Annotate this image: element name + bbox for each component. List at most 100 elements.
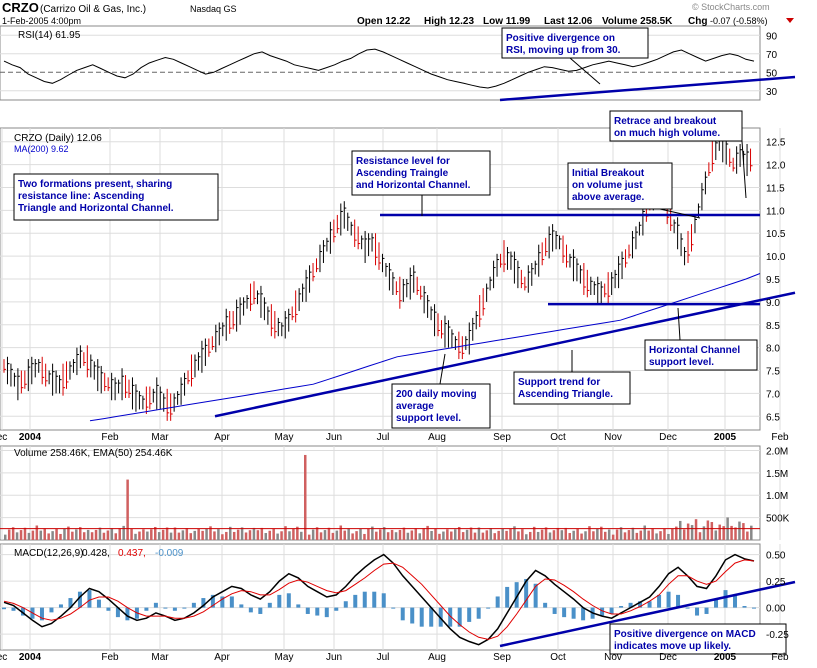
- volume-bar: [217, 529, 220, 540]
- macd-histogram-bar: [400, 607, 405, 621]
- breakout-annotation-text: above average.: [572, 192, 644, 203]
- breakout-pointer: [659, 208, 701, 219]
- macd-histogram-bar: [704, 607, 709, 614]
- month-tick-label: Jun: [326, 432, 342, 443]
- macd-histogram-bar: [486, 607, 491, 609]
- macd-histogram-bar: [429, 607, 434, 627]
- rsi-divergence-annotation-box: [501, 27, 649, 59]
- rsi-tick-label: 70: [766, 50, 778, 61]
- last-value: Last 12.06: [544, 16, 593, 27]
- macd-histogram-bar: [296, 604, 301, 608]
- macd-histogram-bar: [20, 607, 25, 616]
- month-tick-label: Nov: [604, 652, 622, 663]
- volume-bar: [173, 527, 177, 540]
- macd-histogram-bar: [628, 602, 633, 608]
- volume-bar: [734, 527, 737, 540]
- volume-bar: [260, 527, 264, 540]
- macd-histogram-bar: [733, 594, 738, 608]
- volume-bar: [544, 527, 548, 540]
- volume-bar: [446, 529, 449, 540]
- macd-histogram-bar: [106, 607, 111, 611]
- volume-bar: [386, 532, 390, 540]
- month-tick-label: ec: [0, 432, 7, 443]
- volume-bar: [284, 526, 287, 540]
- volume-bar: [556, 527, 560, 540]
- volume-bar: [694, 519, 698, 540]
- ma200-annotation-text: average: [396, 401, 434, 412]
- macd-histogram-bar: [153, 602, 158, 608]
- quote-date: 1-Feb-2005 4:00pm: [2, 16, 81, 26]
- volume-bar: [225, 531, 228, 540]
- volume-bar: [102, 532, 106, 540]
- volume-bar: [643, 525, 646, 540]
- vol-tick-label: 1.5M: [766, 469, 788, 480]
- ma200-annotation-text: 200 daily moving: [396, 389, 477, 400]
- volume-value: Volume 258.5K: [602, 16, 673, 27]
- volume-bar: [746, 531, 749, 540]
- volume-bar: [675, 526, 678, 540]
- volume-bar: [564, 527, 568, 540]
- volume-bar: [639, 530, 643, 540]
- ticker-symbol: CRZO: [2, 0, 39, 15]
- volume-bar: [706, 520, 710, 540]
- exchange-label: Nasdaq GS: [190, 4, 237, 14]
- ma200-line: [89, 273, 761, 422]
- volume-bar: [300, 531, 303, 540]
- price-tick-label: 11.0: [766, 206, 785, 217]
- macd-histogram-bar: [2, 607, 6, 610]
- macd-histogram-bar: [229, 596, 234, 608]
- month-tick-label: Nov: [604, 432, 622, 443]
- volume-bar: [536, 531, 540, 540]
- macd-histogram-bar: [144, 607, 149, 611]
- macd-histogram-bar: [77, 591, 82, 608]
- volume-bar: [280, 531, 283, 540]
- panel-vol: [0, 445, 761, 541]
- volume-bar: [157, 532, 161, 540]
- volume-bar: [276, 533, 279, 540]
- macd-histogram-bar: [362, 591, 367, 608]
- macd-legend-name: MACD(12,26,9): [14, 548, 83, 559]
- resistance-annotation-text: Ascending Traingle: [356, 168, 449, 179]
- ascending-support-trendline: [214, 291, 796, 418]
- volume-bar: [347, 528, 350, 540]
- macd-histogram-bar: [334, 607, 339, 611]
- month-tick-label: Apr: [214, 652, 230, 663]
- volume-bar: [686, 523, 690, 540]
- volume-bar: [319, 532, 323, 540]
- volume-bar: [126, 479, 129, 540]
- macd-tick-label: 0.50: [766, 551, 786, 562]
- volume-bar: [600, 526, 603, 540]
- macd-histogram-bar: [163, 607, 168, 609]
- price-tick-label: 7.0: [766, 389, 780, 400]
- macd-histogram-bar: [742, 606, 747, 608]
- volume-bar: [635, 532, 639, 540]
- macd-histogram-bar: [125, 607, 130, 621]
- price-tick-label: 9.5: [766, 275, 780, 286]
- volume-bar: [86, 529, 90, 540]
- price-tick-label: 12.0: [766, 161, 786, 172]
- macd-histogram-bar: [647, 601, 652, 608]
- volume-bar: [611, 534, 615, 540]
- volume-bar: [461, 532, 465, 540]
- price-tick-label: 8.0: [766, 344, 780, 355]
- volume-bar: [679, 520, 682, 540]
- volume-bar: [59, 533, 62, 540]
- volume-bar: [529, 531, 532, 540]
- macd-histogram-bar: [58, 604, 63, 608]
- macd-histogram-bar: [258, 607, 263, 614]
- formations-annotation-text: resistance line: Ascending: [18, 191, 144, 202]
- macd-histogram-bar: [657, 594, 662, 608]
- volume-bar: [442, 531, 445, 540]
- volume-bar: [434, 528, 437, 540]
- macd-tick-label: 0.00: [766, 604, 786, 615]
- volume-bar: [738, 521, 741, 540]
- month-tick-label: Mar: [151, 432, 169, 443]
- volume-bar: [505, 530, 508, 540]
- volume-bar: [229, 526, 232, 540]
- volume-bar: [730, 525, 733, 540]
- volume-bar: [473, 532, 477, 540]
- rsi-tick-label: 90: [766, 31, 778, 42]
- macd-histogram-bar: [391, 607, 396, 609]
- price-tick-label: 8.5: [766, 321, 780, 332]
- macd-histogram-bar: [666, 591, 671, 608]
